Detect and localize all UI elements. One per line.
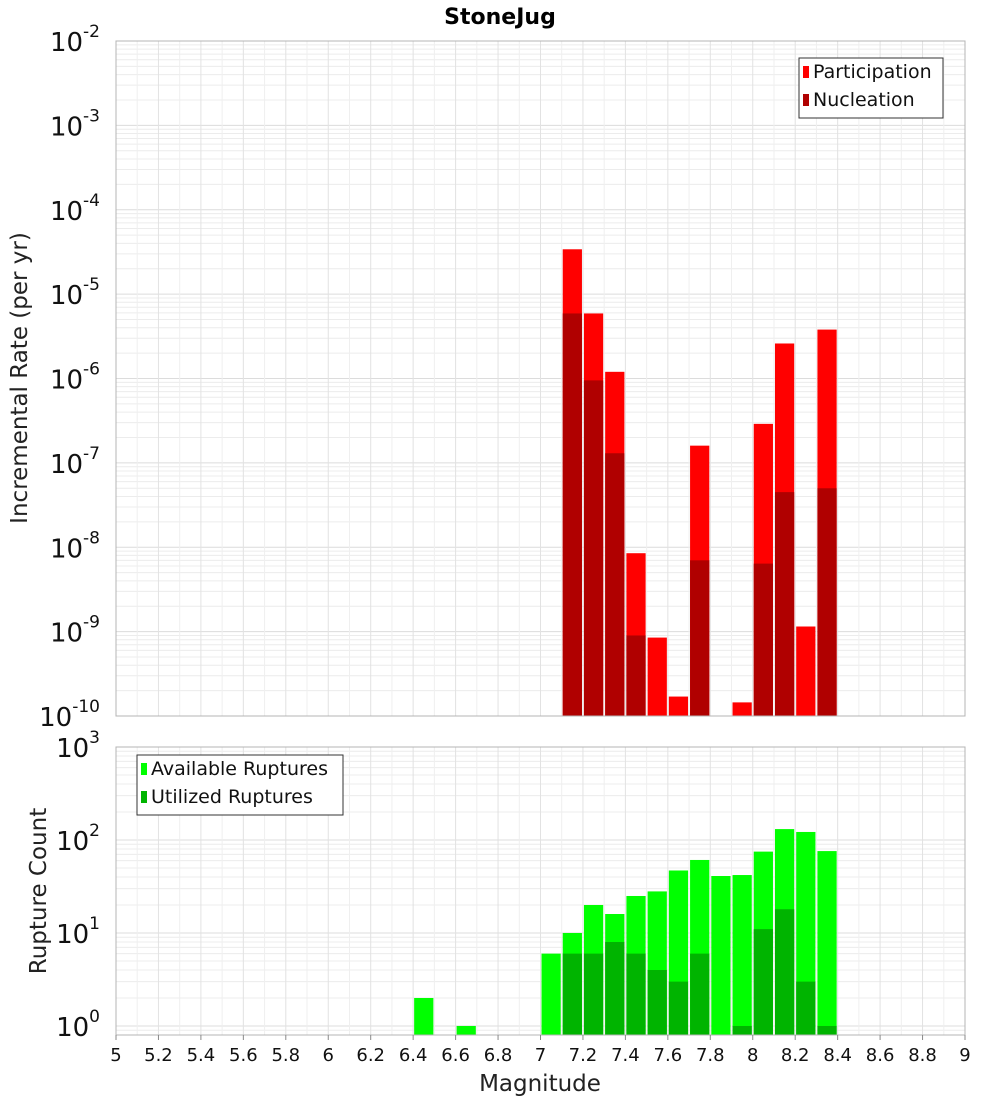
legend: Available Ruptures Utilized Ruptures: [136, 754, 344, 816]
x-tick-label: 5.6: [229, 1045, 258, 1066]
legend-box: [798, 57, 944, 119]
x-tick-label: 9: [959, 1045, 970, 1066]
y-tick-label: 10-8: [50, 528, 100, 564]
available-ruptures-bar: [732, 875, 752, 1035]
x-tick-label: 7.4: [611, 1045, 640, 1066]
y-tick-label: 10-7: [50, 444, 100, 480]
x-tick-label: 8: [747, 1045, 758, 1066]
utilized-ruptures-bar: [668, 981, 689, 1035]
x-tick-label: 5.8: [271, 1045, 300, 1066]
nucleation-bar: [774, 492, 795, 716]
y-tick-label: 10-9: [50, 613, 100, 649]
available-ruptures-bar: [711, 876, 731, 1035]
y-tick-label: 10-6: [50, 360, 100, 396]
legend: Participation Nucleation: [798, 57, 944, 119]
legend-swatch: [803, 94, 809, 106]
nucleation-bar: [817, 488, 837, 716]
participation-bar: [647, 637, 667, 716]
y-tick-label: 10-2: [50, 22, 100, 58]
x-tick-label: 6.4: [399, 1045, 428, 1066]
x-tick-label: 5.2: [144, 1045, 173, 1066]
y-tick-label: 100: [56, 1007, 100, 1043]
x-tick-label: 8.2: [781, 1045, 810, 1066]
utilized-ruptures-bar: [774, 909, 795, 1035]
nucleation-bar: [753, 563, 773, 716]
x-tick-label: 7.6: [654, 1045, 683, 1066]
legend-swatch: [141, 791, 147, 803]
x-tick-label: 6.2: [356, 1045, 385, 1066]
utilized-ruptures-bar: [605, 942, 625, 1035]
x-tick-label: 8.8: [908, 1045, 937, 1066]
y-tick-label: 103: [56, 728, 100, 764]
utilized-ruptures-bar: [647, 969, 667, 1035]
legend-swatch: [141, 763, 147, 775]
utilized-ruptures-bar: [753, 929, 773, 1035]
available-ruptures-bar: [541, 953, 561, 1035]
legend-box: [136, 754, 344, 816]
x-tick-label: 5: [110, 1045, 121, 1066]
y-tick-label: 10-5: [50, 275, 100, 311]
x-tick-label: 7.2: [569, 1045, 598, 1066]
chart-title: StoneJug: [444, 5, 556, 30]
y-tick-label: 101: [56, 914, 100, 950]
legend-label: Nucleation: [813, 89, 915, 111]
available-ruptures-bar: [456, 1025, 476, 1035]
nucleation-bar: [583, 380, 604, 716]
x-tick-label: 8.6: [866, 1045, 895, 1066]
plot-border: [115, 40, 966, 717]
x-tick-label: 7.8: [696, 1045, 725, 1066]
participation-bar: [732, 702, 752, 716]
y-tick-label: 102: [56, 821, 100, 857]
utilized-ruptures-bar: [583, 953, 604, 1035]
x-tick-label: 6.8: [484, 1045, 513, 1066]
rupture-count-plot: 103 102 101 100 Available Ruptures Utilized R…: [56, 728, 971, 1066]
utilized-ruptures-bar: [562, 953, 582, 1035]
count-y-axis-label: Rupture Count: [26, 808, 52, 974]
rate-y-axis-label: Incremental Rate (per yr): [7, 232, 33, 524]
utilized-ruptures-bar: [690, 953, 710, 1035]
nucleation-bar: [605, 453, 625, 716]
utilized-ruptures-bar: [796, 981, 816, 1035]
available-ruptures-bar: [414, 997, 434, 1035]
nucleation-bar: [562, 313, 582, 716]
y-tick-label: 10-4: [50, 191, 100, 227]
x-axis-label: Magnitude: [479, 1071, 601, 1097]
y-tick-label: 10-10: [39, 697, 100, 733]
legend-label: Participation: [813, 61, 932, 83]
x-tick-label: 8.4: [823, 1045, 852, 1066]
y-tick-label: 10-3: [50, 106, 100, 142]
available-ruptures-bar: [817, 851, 837, 1035]
legend-label: Available Ruptures: [151, 758, 328, 780]
legend-label: Utilized Ruptures: [151, 786, 313, 808]
x-tick-label: 6.6: [441, 1045, 470, 1066]
participation-bar: [796, 626, 816, 716]
x-tick-label: 6: [323, 1045, 334, 1066]
x-tick-label: 5.4: [187, 1045, 216, 1066]
rate-plot: 10-2 10-3 10-4 10-5 10-6 10-7 10-8 10-9 10-10 Par…: [39, 22, 966, 733]
utilized-ruptures-bar: [626, 953, 646, 1035]
nucleation-bar: [626, 635, 646, 716]
x-tick-label: 7: [535, 1045, 546, 1066]
utilized-ruptures-bar: [817, 1025, 837, 1035]
nucleation-bar: [690, 560, 710, 716]
utilized-ruptures-bar: [732, 1025, 752, 1035]
legend-swatch: [803, 66, 809, 78]
participation-bar: [668, 696, 689, 716]
